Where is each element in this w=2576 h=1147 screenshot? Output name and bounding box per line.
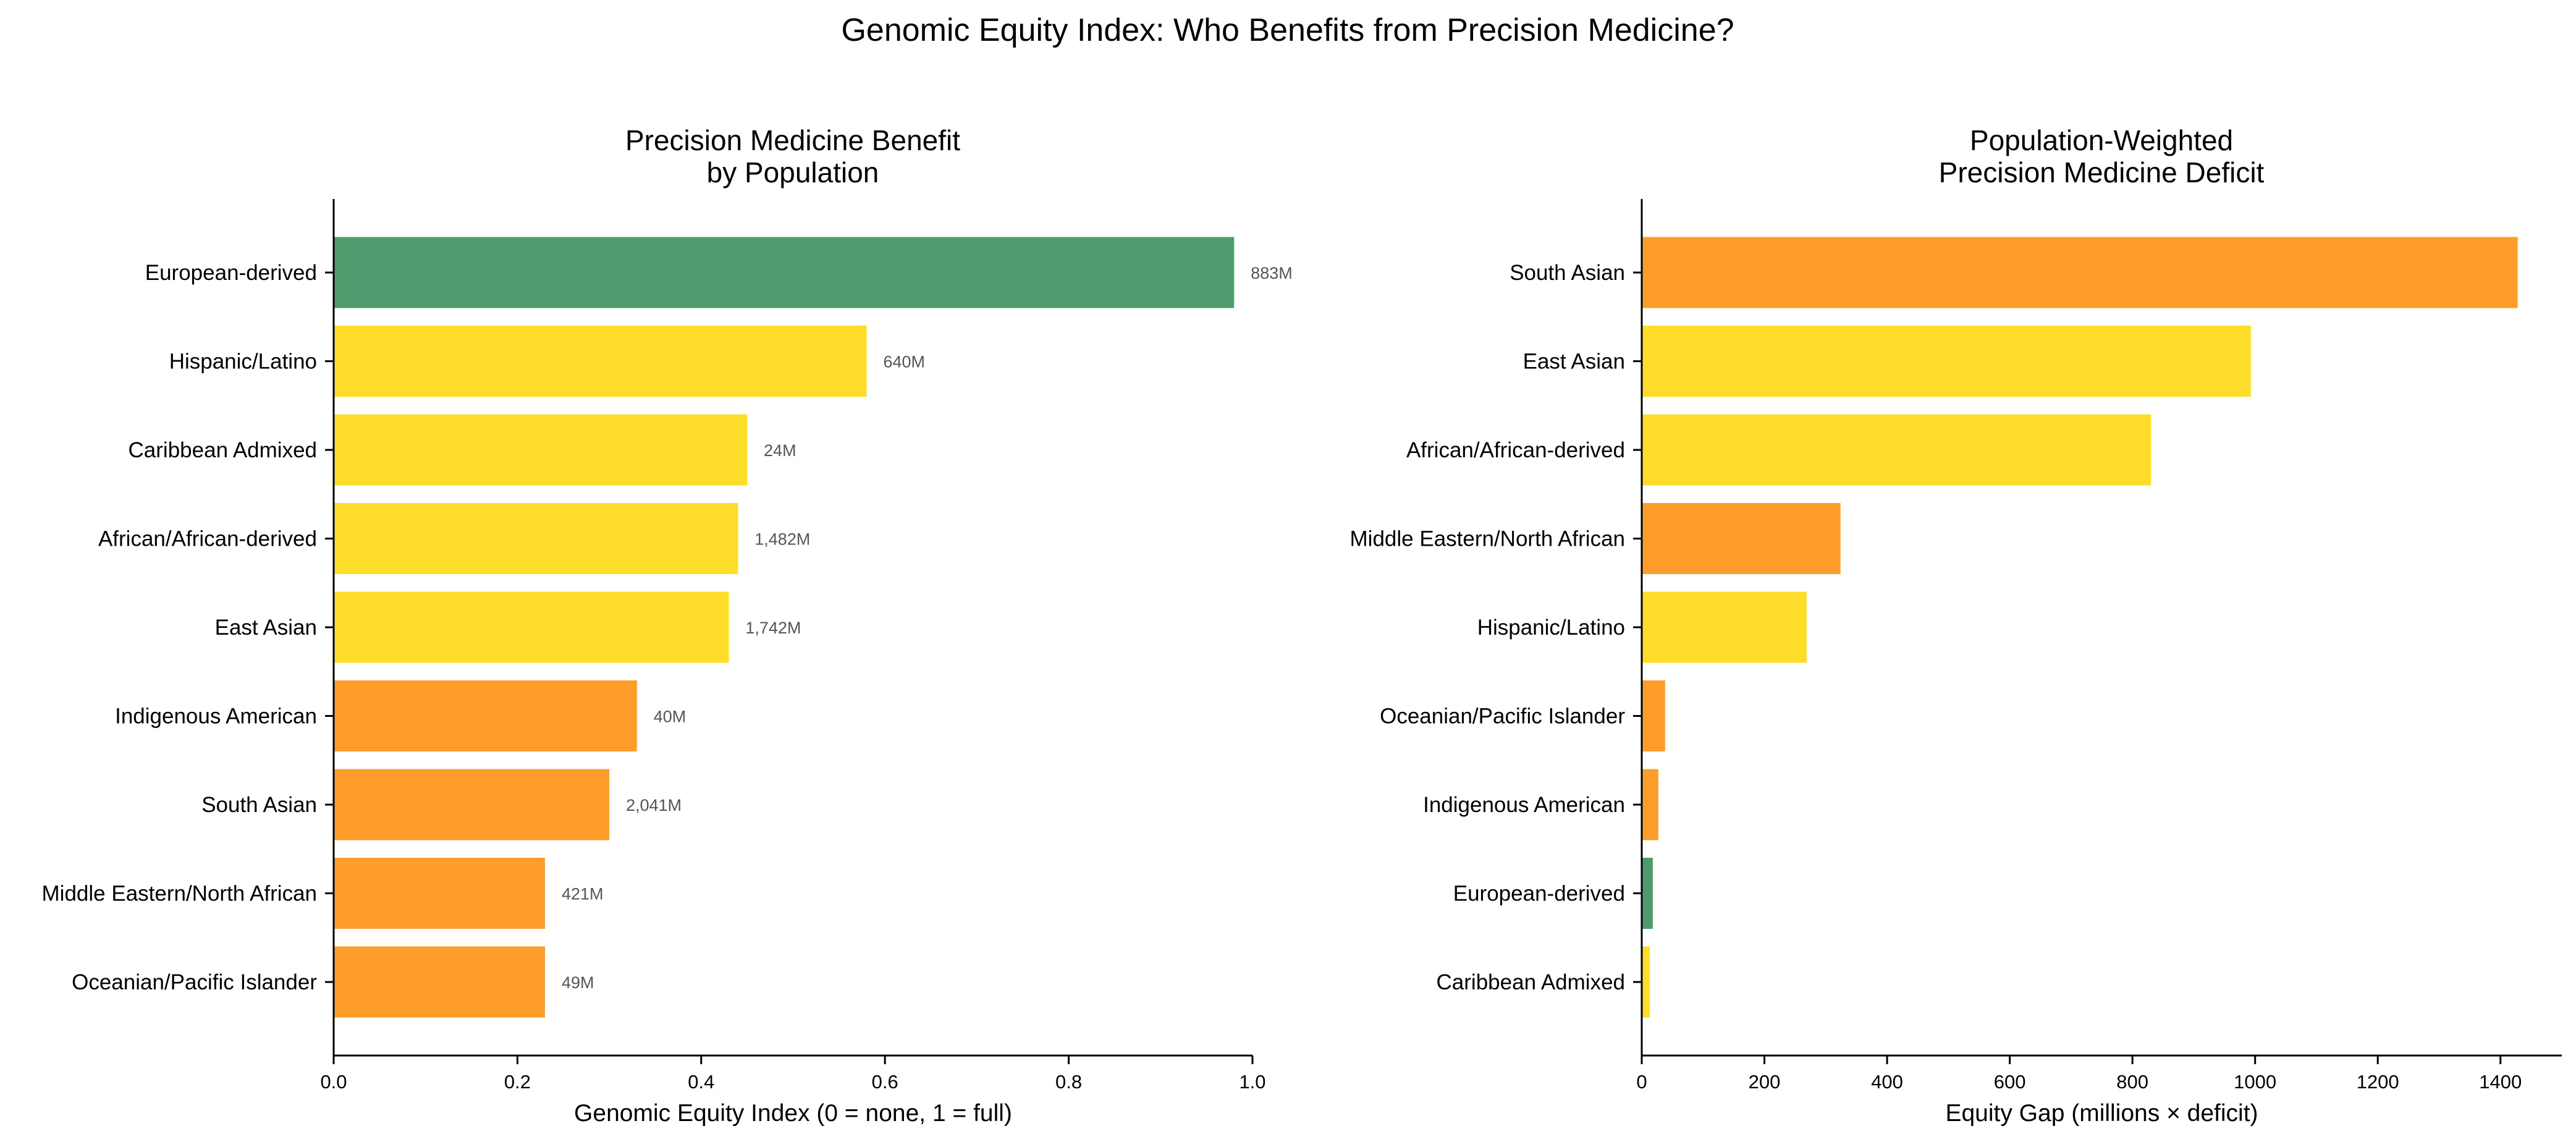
panel-1-data-label: 421M	[562, 885, 604, 904]
panel-1-data-label: 640M	[883, 353, 925, 371]
panel-1-category-label: South Asian	[201, 793, 317, 817]
panel-2-bar	[1642, 769, 1658, 840]
panel-2-x-tick-label: 1000	[2234, 1071, 2276, 1093]
panel-1-data-label: 1,482M	[754, 530, 810, 549]
panel-1-bar	[334, 591, 729, 663]
panel-2-bar	[1642, 591, 1807, 663]
panel-2-x-tick-label: 1400	[2479, 1071, 2522, 1093]
panel-1-category-label: Indigenous American	[115, 705, 317, 729]
panel-1-data-label: 2,041M	[626, 796, 682, 815]
panel-2-bar	[1642, 858, 1653, 929]
panel-1-data-label: 1,742M	[745, 619, 801, 637]
panel-2-bar	[1642, 503, 1841, 574]
panel-1-data-label: 40M	[654, 708, 686, 726]
panel-1-category-label: Caribbean Admixed	[129, 438, 317, 462]
panel-1-x-tick-label: 0.0	[320, 1071, 347, 1093]
panel-1-data-label: 24M	[764, 441, 796, 460]
panel-2-category-label: East Asian	[1523, 350, 1625, 374]
panel-2-title-line-2: Precision Medicine Deficit	[1939, 156, 2265, 188]
panel-1-category-label: East Asian	[215, 616, 317, 640]
panel-2-category-label: Indigenous American	[1423, 793, 1625, 817]
panel-2-bar	[1642, 946, 1650, 1018]
panel-2-bar	[1642, 237, 2518, 308]
panel-1-bar	[334, 680, 637, 751]
panel-1-bar	[334, 414, 748, 486]
panel-2-category-label: South Asian	[1510, 261, 1625, 285]
panel-2-category-label: African/African-derived	[1406, 438, 1625, 462]
panel-2-x-tick-label: 400	[1871, 1071, 1903, 1093]
panel-2-x-tick-label: 0	[1636, 1071, 1647, 1093]
panel-1-x-tick-label: 1.0	[1239, 1071, 1265, 1093]
panel-2-category-label: Oceanian/Pacific Islander	[1380, 705, 1625, 729]
panel-2-bar	[1642, 414, 2151, 486]
panel-1-category-label: Hispanic/Latino	[169, 350, 317, 374]
panel-1-bar	[334, 858, 546, 929]
panel-1-category-label: Oceanian/Pacific Islander	[72, 970, 317, 994]
panel-1-x-tick-label: 0.2	[504, 1071, 531, 1093]
panel-2-x-axis-label: Equity Gap (millions × deficit)	[1945, 1100, 2258, 1127]
panel-1-category-label: African/African-derived	[98, 527, 317, 551]
panel-1-data-label: 49M	[562, 973, 594, 992]
panel-1-data-label: 883M	[1251, 264, 1293, 282]
panel-1-x-tick-label: 0.8	[1055, 1071, 1082, 1093]
panel-2-x-tick-label: 200	[1749, 1071, 1781, 1093]
panel-2-category-label: European-derived	[1453, 882, 1625, 906]
panel-1-x-tick-label: 0.4	[688, 1071, 714, 1093]
panel-2-title-line-1: Population-Weighted	[1970, 124, 2233, 156]
panel-1-x-axis-label: Genomic Equity Index (0 = none, 1 = full…	[574, 1100, 1012, 1127]
panel-2-bar	[1642, 680, 1665, 751]
panel-2-x-tick-label: 800	[2116, 1071, 2148, 1093]
panel-2-x-tick-label: 1200	[2357, 1071, 2399, 1093]
panel-1-title-line-2: by Population	[707, 156, 879, 188]
panel-1-bar	[334, 769, 610, 840]
panel-2-category-label: Middle Eastern/North African	[1350, 527, 1625, 551]
panel-2-category-label: Hispanic/Latino	[1477, 616, 1625, 640]
panel-2-category-label: Caribbean Admixed	[1437, 970, 1625, 994]
panel-1-bar	[334, 237, 1235, 308]
panel-1-bar	[334, 946, 546, 1018]
panel-1-bar	[334, 503, 738, 574]
panel-1-category-label: Middle Eastern/North African	[42, 882, 317, 906]
figure-title: Genomic Equity Index: Who Benefits from …	[841, 12, 1734, 48]
panel-1-bar	[334, 326, 867, 397]
panel-2-bar	[1642, 326, 2251, 397]
panel-1-category-label: European-derived	[145, 261, 317, 285]
panel-2-x-tick-label: 600	[1994, 1071, 2026, 1093]
panel-1-x-tick-label: 0.6	[872, 1071, 898, 1093]
panel-1-title-line-1: Precision Medicine Benefit	[625, 124, 960, 156]
